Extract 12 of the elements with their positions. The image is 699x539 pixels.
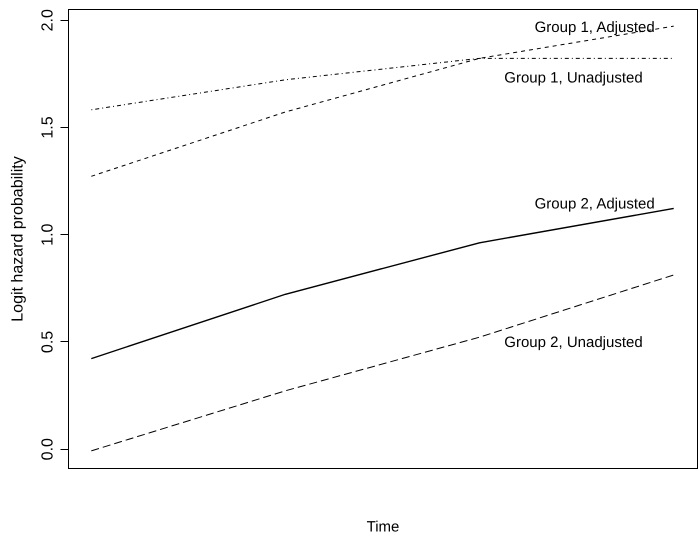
series-label: Group 2, Unadjusted <box>504 334 643 351</box>
line-series <box>90 274 674 452</box>
series-label: Group 1, Adjusted <box>534 19 655 36</box>
series-label: Group 1, Unadjusted <box>504 69 643 86</box>
y-tick-label: 0.0 <box>40 438 56 460</box>
y-tick-label: 2.0 <box>40 9 56 32</box>
y-axis-title: Logit hazard probability <box>10 156 26 322</box>
y-tick-label: 0.5 <box>40 330 56 354</box>
y-tick-label: 1.5 <box>40 116 56 139</box>
series-label: Group 2, Adjusted <box>534 195 655 212</box>
x-axis-title: Time <box>366 518 400 536</box>
y-tick-label: 1.0 <box>40 223 56 246</box>
